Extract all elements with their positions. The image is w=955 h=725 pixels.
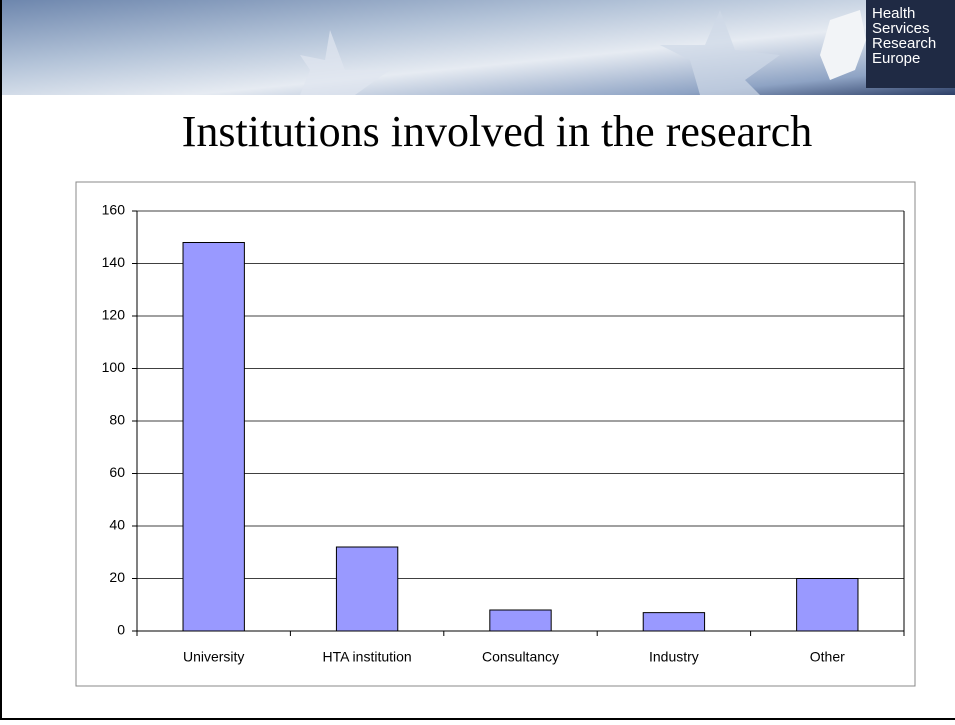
bar: [183, 243, 244, 632]
y-tick-label: 60: [109, 464, 125, 480]
banner: [0, 0, 955, 95]
bar: [336, 547, 397, 631]
chart-title: Institutions involved in the research: [182, 107, 813, 156]
x-tick-label: Consultancy: [482, 649, 559, 665]
y-tick-label: 140: [102, 254, 126, 270]
x-tick-label: HTA institution: [322, 649, 411, 665]
bar: [797, 579, 858, 632]
y-tick-label: 0: [117, 622, 125, 638]
logo-text: Europe: [872, 50, 920, 67]
slide: Health Services Research Europe Institut…: [0, 0, 955, 720]
y-tick-label: 160: [102, 202, 126, 218]
bar: [643, 613, 704, 631]
y-tick-label: 80: [109, 412, 125, 428]
x-tick-label: University: [183, 649, 244, 665]
bar: [490, 610, 551, 631]
x-tick-label: Other: [810, 649, 845, 665]
y-tick-label: 120: [102, 307, 126, 323]
y-tick-label: 100: [102, 359, 126, 375]
x-tick-label: Industry: [649, 649, 699, 665]
y-tick-label: 40: [109, 517, 125, 533]
y-tick-label: 20: [109, 569, 125, 585]
page: {"logo": ["Health", "Services", "Researc…: [0, 0, 955, 720]
